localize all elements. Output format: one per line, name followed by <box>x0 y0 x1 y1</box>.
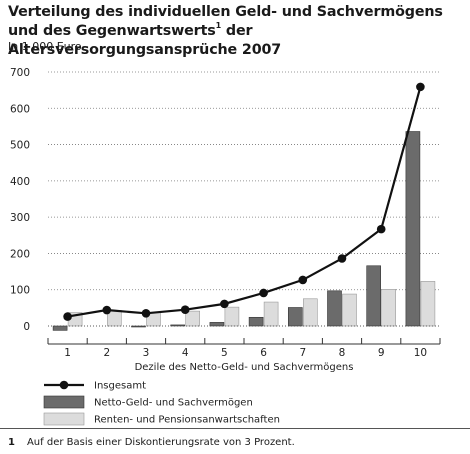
bar-netto <box>366 265 382 327</box>
y-tick-label: 0 <box>23 321 30 333</box>
y-tick-label: 200 <box>10 248 30 260</box>
legend-swatch-netto <box>43 395 85 409</box>
footnote-separator <box>0 428 470 429</box>
title-footnote-marker: 1 <box>215 21 222 31</box>
x-tick-label: 1 <box>64 347 71 359</box>
line-point <box>220 299 229 309</box>
axis-layer: 1 2 3 4 5 6 7 8 9 10 Dezile des Netto-Geld- und Sa… <box>47 325 441 373</box>
grid-layer: 0 100 200 300 400 500 600 700 <box>10 67 440 333</box>
legend-swatch-renten <box>43 412 85 426</box>
footnote-number: 1 <box>8 437 15 448</box>
bar-netto <box>52 325 68 331</box>
line-layer <box>63 82 425 321</box>
x-axis-title: Dezile des Netto-Geld- und Sachvermögens <box>135 362 354 373</box>
bar-renten <box>185 310 200 327</box>
unit-label: In 1 000 Euro <box>8 40 82 53</box>
bar-netto <box>327 290 342 327</box>
y-tick-label: 100 <box>10 285 30 297</box>
line-point <box>337 254 347 263</box>
bar-renten <box>420 281 436 327</box>
legend-layer: Insgesamt Netto-Geld- und Sachvermögen Ren… <box>43 380 280 426</box>
chart-svg: 0 100 200 300 400 500 600 700 1 2 3 4 5 6 7 8 9 10 Dezile… <box>10 67 441 426</box>
bar-renten <box>302 298 318 327</box>
bar-renten <box>342 293 357 327</box>
legend-label-renten: Renten- und Pensionsanwartschaften <box>94 415 280 426</box>
line-point <box>63 312 72 321</box>
x-tick-label: 10 <box>414 347 427 359</box>
line-point <box>416 82 425 92</box>
title-text-part2: der Altersversorgungsansprüche 2007 <box>8 23 282 58</box>
y-tick-label: 400 <box>10 176 30 188</box>
bar-renten <box>381 289 397 327</box>
line-point <box>259 288 268 298</box>
title-text-part1: Verteilung des individuellen Geld- und S… <box>8 4 443 39</box>
bar-renten <box>263 301 279 327</box>
y-tick-label: 300 <box>10 212 30 224</box>
legend-line-marker <box>59 380 69 390</box>
x-tick-label: 9 <box>378 347 385 359</box>
x-tick-label: 6 <box>260 347 267 359</box>
line-insgesamt <box>67 86 422 318</box>
y-tick-label: 700 <box>10 67 30 79</box>
bar-netto <box>248 316 264 327</box>
x-tick-label: 2 <box>103 347 110 359</box>
y-tick-label: 500 <box>10 140 30 152</box>
x-tick-label: 3 <box>143 347 150 359</box>
line-point <box>141 309 151 318</box>
x-tick-label: 8 <box>339 347 346 359</box>
x-tick-label: 4 <box>182 347 189 359</box>
y-tick-label: 600 <box>10 103 30 115</box>
bar-netto <box>405 131 421 327</box>
legend-label-netto: Netto-Geld- und Sachvermögen <box>94 398 253 409</box>
line-point <box>298 275 308 285</box>
footnote-text: Auf der Basis einer Diskontierungsrate v… <box>26 437 295 448</box>
chart-title: Verteilung des individuellen Geld- und S… <box>8 3 466 60</box>
line-point <box>180 305 190 314</box>
bar-renten <box>224 306 240 327</box>
bar-netto <box>209 322 225 327</box>
footnote: 1 Auf der Basis einer Diskontierungsrate … <box>8 437 295 448</box>
bar-netto <box>287 307 303 327</box>
x-tick-label: 5 <box>221 347 228 359</box>
bars-layer <box>52 131 436 331</box>
x-tick-label: 7 <box>299 347 306 359</box>
legend-label-insgesamt: Insgesamt <box>94 381 146 392</box>
line-point <box>376 224 386 234</box>
line-point <box>102 305 112 315</box>
